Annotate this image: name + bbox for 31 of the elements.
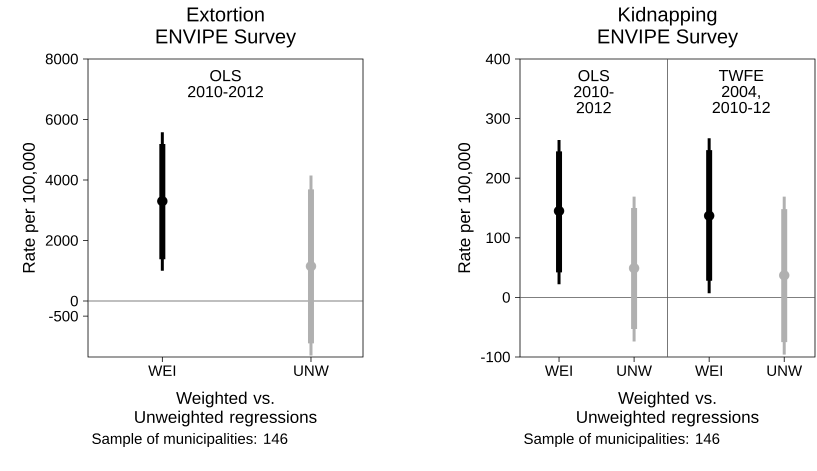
- y-tick-label: -100: [481, 352, 510, 362]
- annotation: OLS 2010-2012: [188, 70, 263, 98]
- x-tick-label: WEI: [148, 366, 176, 376]
- chart-title: Kidnapping: [619, 6, 716, 26]
- annotation: TWFE 2004, 2010-12: [712, 70, 770, 114]
- y-axis-title: Rate per 100,000: [22, 142, 38, 272]
- x-tick-label: UNW: [767, 366, 802, 376]
- y-tick-label: 6000: [46, 114, 78, 125]
- y-tick-label: 8000: [46, 54, 78, 64]
- y-tick-label: 0: [502, 292, 510, 303]
- y-tick-label: 0: [70, 296, 78, 306]
- annotation: OLS 2010-2012: [574, 70, 614, 114]
- x-tick-label: UNW: [294, 366, 329, 376]
- x-axis-title: Weighted vs. Unweighted regressions: [135, 392, 317, 426]
- x-tick-label: WEI: [544, 366, 572, 376]
- chart-subtitle: ENVIPE Survey: [598, 29, 738, 48]
- x-tick-label: WEI: [695, 366, 722, 376]
- y-tick-label: 200: [486, 172, 510, 184]
- text: Sample of municipalities: 146: [524, 432, 720, 447]
- text: Sample of municipalities: 146: [92, 432, 288, 447]
- y-tick-label: 100: [486, 232, 510, 244]
- chart-title: Extortion: [188, 6, 264, 22]
- y-tick-label: -500: [49, 310, 78, 322]
- y-tick-label: 4000: [45, 174, 78, 186]
- y-tick-label: 300: [486, 113, 510, 124]
- chart-subtitle: ENVIPE Survey: [156, 29, 296, 48]
- x-axis-title: Weighted vs. Unweighted regressions: [577, 392, 758, 426]
- y-axis-title: Rate per 100,000: [458, 142, 474, 272]
- y-tick-label: 400: [486, 54, 510, 64]
- y-tick-label: 2000: [46, 235, 78, 246]
- x-tick-label: UNW: [617, 366, 652, 376]
